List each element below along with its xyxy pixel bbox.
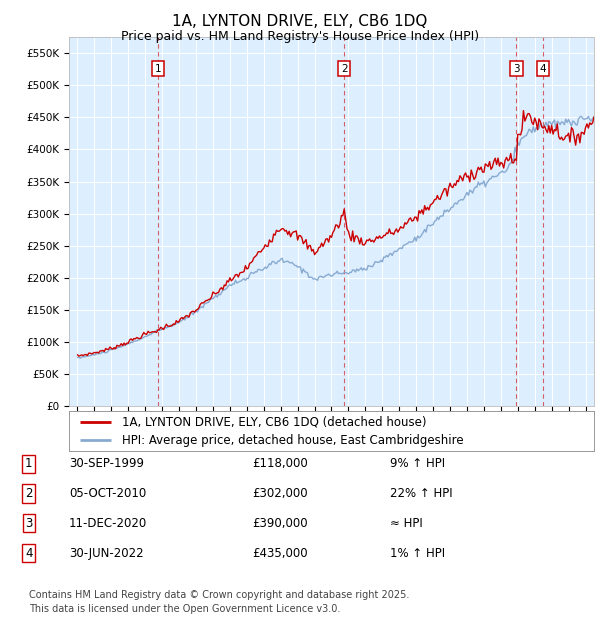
Text: 4: 4 [25, 547, 32, 559]
Text: 1A, LYNTON DRIVE, ELY, CB6 1DQ: 1A, LYNTON DRIVE, ELY, CB6 1DQ [172, 14, 428, 29]
Text: 1: 1 [25, 458, 32, 470]
Text: £118,000: £118,000 [252, 458, 308, 470]
Text: 1: 1 [155, 64, 161, 74]
Text: ≈ HPI: ≈ HPI [390, 517, 423, 529]
Text: 22% ↑ HPI: 22% ↑ HPI [390, 487, 452, 500]
Text: 9% ↑ HPI: 9% ↑ HPI [390, 458, 445, 470]
Text: 2: 2 [25, 487, 32, 500]
Text: 1% ↑ HPI: 1% ↑ HPI [390, 547, 445, 559]
Text: 2: 2 [341, 64, 347, 74]
Text: Price paid vs. HM Land Registry's House Price Index (HPI): Price paid vs. HM Land Registry's House … [121, 30, 479, 43]
Text: 05-OCT-2010: 05-OCT-2010 [69, 487, 146, 500]
Text: 4: 4 [540, 64, 547, 74]
Text: 30-SEP-1999: 30-SEP-1999 [69, 458, 144, 470]
Text: 3: 3 [25, 517, 32, 529]
Text: 30-JUN-2022: 30-JUN-2022 [69, 547, 143, 559]
Text: £390,000: £390,000 [252, 517, 308, 529]
Text: £302,000: £302,000 [252, 487, 308, 500]
Text: 3: 3 [513, 64, 520, 74]
Text: £435,000: £435,000 [252, 547, 308, 559]
Text: Contains HM Land Registry data © Crown copyright and database right 2025.: Contains HM Land Registry data © Crown c… [29, 590, 409, 600]
Text: HPI: Average price, detached house, East Cambridgeshire: HPI: Average price, detached house, East… [121, 434, 463, 447]
Text: 1A, LYNTON DRIVE, ELY, CB6 1DQ (detached house): 1A, LYNTON DRIVE, ELY, CB6 1DQ (detached… [121, 415, 426, 428]
Text: This data is licensed under the Open Government Licence v3.0.: This data is licensed under the Open Gov… [29, 604, 340, 614]
Text: 11-DEC-2020: 11-DEC-2020 [69, 517, 147, 529]
